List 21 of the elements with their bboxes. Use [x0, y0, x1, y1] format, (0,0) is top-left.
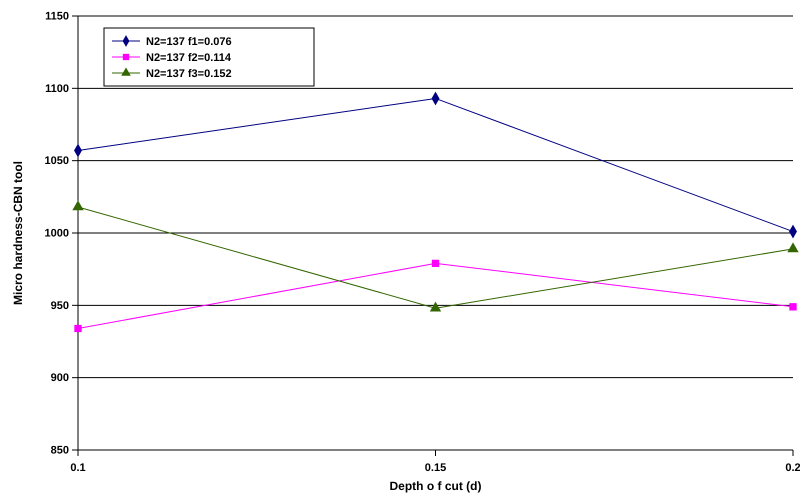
point [432, 260, 440, 268]
y-tick-label: 1050 [44, 155, 69, 168]
y-tick-label: 950 [50, 300, 69, 312]
legend-label: N2=137 f2=0.114 [146, 52, 232, 64]
x-axis-title: Depth o f cut (d) [390, 479, 482, 493]
y-tick-label: 900 [50, 372, 69, 384]
point [74, 324, 82, 332]
x-tick-label: 0.2 [785, 462, 800, 474]
y-tick-label: 1150 [45, 10, 69, 23]
y-tick-label: 850 [50, 444, 69, 457]
legend-label: N2=137 f3=0.152 [146, 68, 232, 80]
point [789, 303, 797, 310]
point [788, 242, 798, 252]
y-tick-label: 1000 [44, 228, 69, 240]
legend-label: N2=137 f1=0.076 [146, 36, 232, 48]
y-axis-title: Micro hardness-CBN tool [11, 160, 25, 306]
y-tick-label: 1100 [45, 82, 69, 95]
point [72, 200, 84, 210]
point [430, 302, 441, 312]
x-tick-label: 0.15 [424, 462, 446, 474]
x-tick-label: 0.1 [70, 462, 86, 474]
